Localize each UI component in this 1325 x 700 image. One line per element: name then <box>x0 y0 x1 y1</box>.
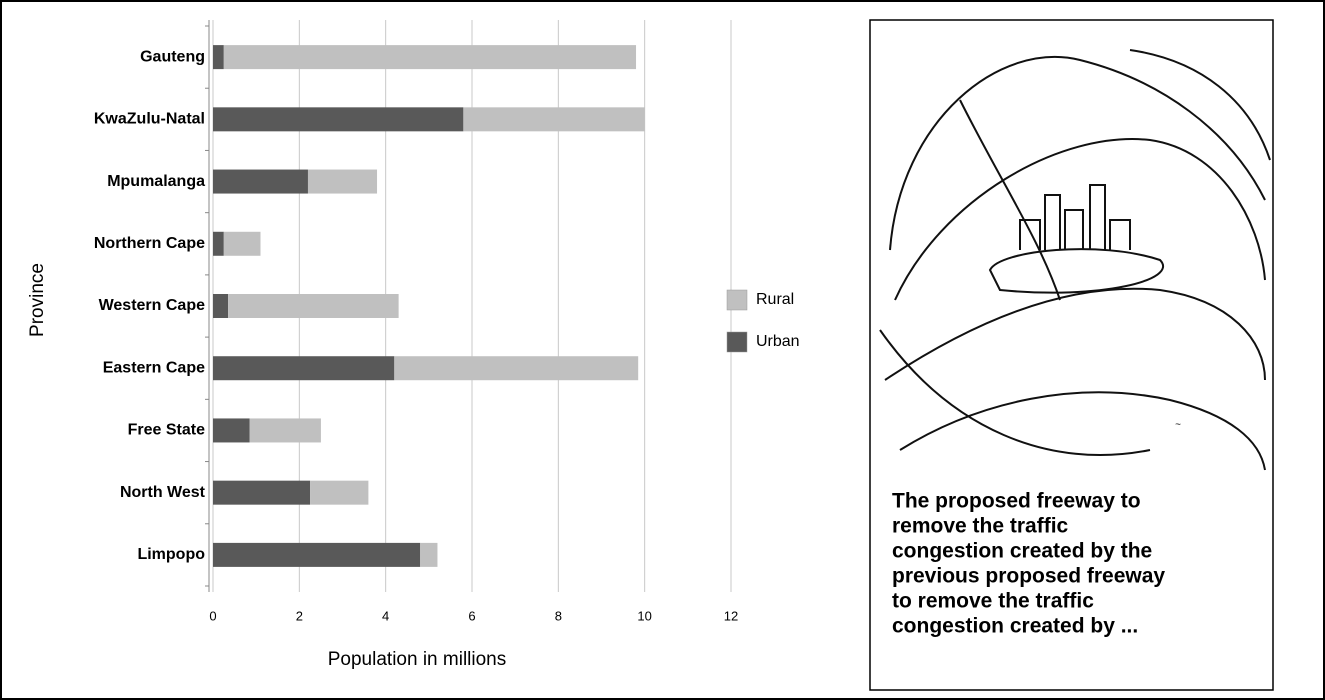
bar-segment <box>213 356 395 381</box>
x-tick-label: 10 <box>637 608 651 623</box>
legend-swatch <box>726 289 748 311</box>
bar-segment <box>213 418 250 443</box>
x-tick-label: 6 <box>468 608 475 623</box>
x-axis-label: Population in millions <box>328 649 507 670</box>
bar-segment <box>213 542 421 567</box>
cartoon-caption-line: remove the traffic <box>892 515 1069 538</box>
cartoon-frame <box>869 19 1274 691</box>
x-tick-label: 12 <box>724 608 738 623</box>
y-tick-label: Western Cape <box>99 297 206 314</box>
bar-segment <box>463 107 645 132</box>
cartoon-caption-line: previous proposed freeway <box>892 565 1165 588</box>
bar-segment <box>213 294 229 318</box>
legend-swatch <box>726 331 748 353</box>
x-tick-label: 8 <box>555 608 562 623</box>
bar-segment <box>213 480 311 505</box>
y-tick-label: Mpumalanga <box>107 173 205 190</box>
cartoon-drawing <box>879 49 1271 471</box>
bar-segment <box>307 169 378 194</box>
y-tick-label: Eastern Cape <box>103 359 205 376</box>
bar-segment <box>394 356 639 381</box>
bar-segment <box>213 107 464 132</box>
legend-label: Rural <box>756 291 794 308</box>
bar-segment <box>249 418 321 443</box>
y-tick-label: Free State <box>128 422 205 439</box>
y-tick-label: Gauteng <box>140 48 205 65</box>
y-tick-label: KwaZulu-Natal <box>94 111 205 128</box>
legend-label: Urban <box>756 333 800 350</box>
bar-segment <box>223 231 261 256</box>
x-tick-label: 4 <box>382 608 389 623</box>
bar-segment <box>420 542 438 567</box>
y-tick-label: Limpopo <box>137 546 205 563</box>
bar-segment <box>310 480 369 505</box>
bar-segment <box>213 169 308 194</box>
y-tick-label: North West <box>120 484 206 501</box>
cartoon-caption-line: congestion created by ... <box>892 615 1138 638</box>
cartoon-caption-line: to remove the traffic <box>892 590 1094 613</box>
bar-segment <box>228 294 399 318</box>
bar-segment <box>213 231 224 256</box>
cartoon-caption-line: The proposed freeway to <box>892 490 1141 513</box>
bar-segment <box>223 45 637 70</box>
cartoon-signature: ~ <box>1175 420 1181 431</box>
y-axis-label: Province <box>27 263 48 337</box>
y-tick-label: Northern Cape <box>94 235 205 252</box>
cartoon-caption-line: congestion created by the <box>892 540 1152 563</box>
x-tick-label: 0 <box>209 608 216 623</box>
x-tick-label: 2 <box>296 608 303 623</box>
bar-segment <box>213 45 224 70</box>
cartoon: ~ <box>869 19 1274 691</box>
